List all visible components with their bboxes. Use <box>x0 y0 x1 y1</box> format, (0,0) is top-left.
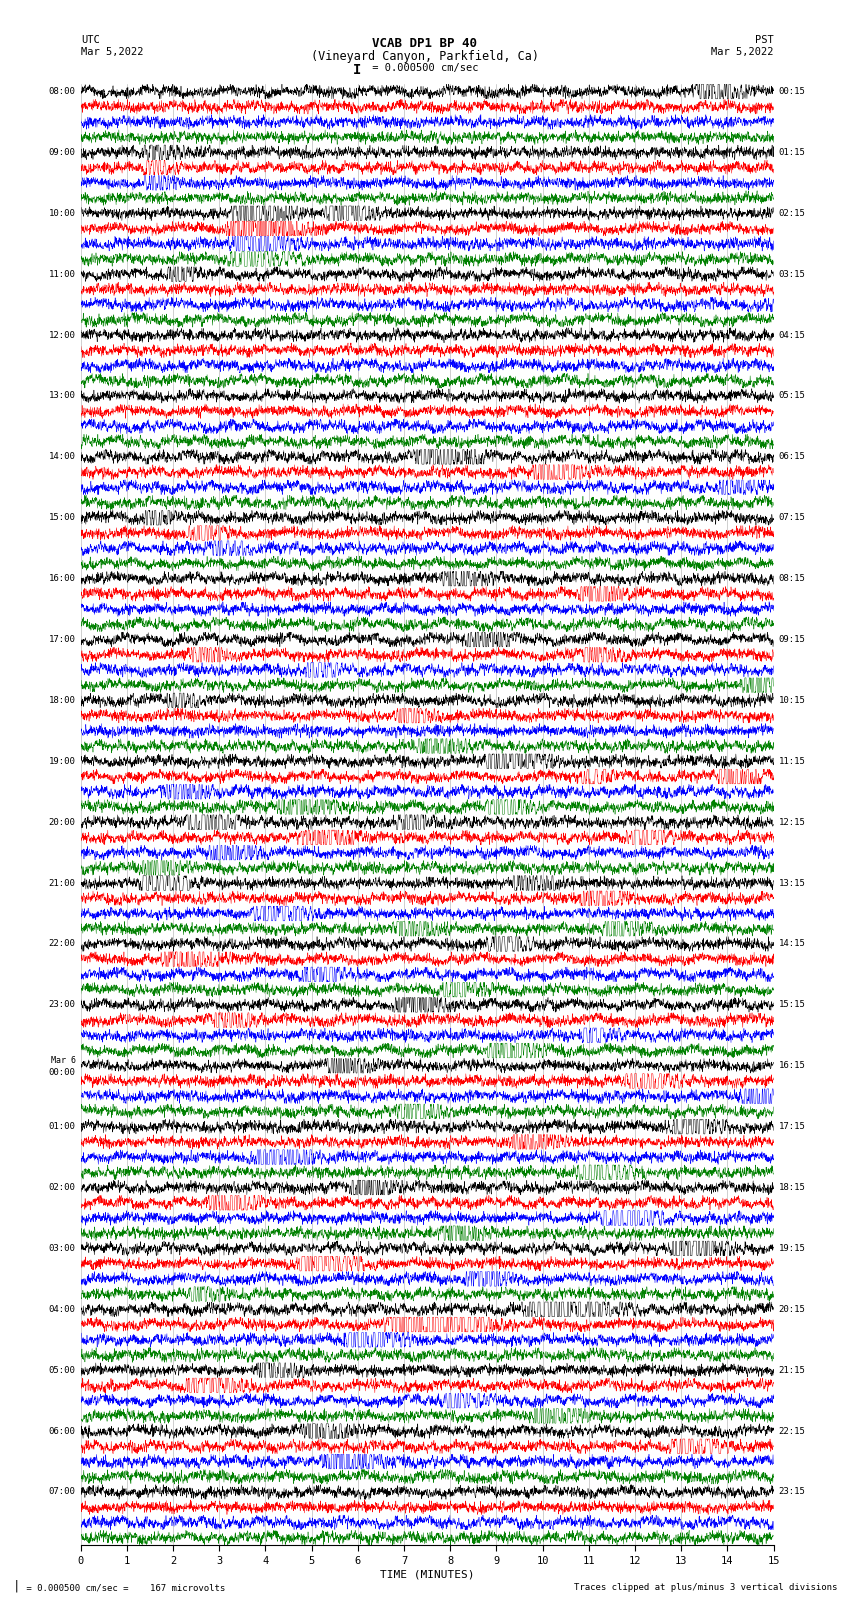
Text: 18:00: 18:00 <box>48 695 76 705</box>
Text: 01:00: 01:00 <box>48 1123 76 1131</box>
Text: 09:15: 09:15 <box>779 636 806 644</box>
Text: 13:00: 13:00 <box>48 392 76 400</box>
Text: 23:00: 23:00 <box>48 1000 76 1010</box>
Text: 16:15: 16:15 <box>779 1061 806 1071</box>
Text: = 0.000500 cm/sec =    167 microvolts: = 0.000500 cm/sec = 167 microvolts <box>21 1582 225 1592</box>
Text: 21:00: 21:00 <box>48 879 76 887</box>
Text: 11:15: 11:15 <box>779 756 806 766</box>
Text: I: I <box>353 63 361 77</box>
Text: 07:00: 07:00 <box>48 1487 76 1497</box>
Text: 12:00: 12:00 <box>48 331 76 340</box>
Text: 19:15: 19:15 <box>779 1244 806 1253</box>
Text: 00:00: 00:00 <box>48 1068 76 1077</box>
Text: 18:15: 18:15 <box>779 1182 806 1192</box>
Text: |: | <box>13 1579 20 1592</box>
Text: 11:00: 11:00 <box>48 269 76 279</box>
Text: 05:15: 05:15 <box>779 392 806 400</box>
Text: 22:15: 22:15 <box>779 1426 806 1436</box>
Text: 08:15: 08:15 <box>779 574 806 584</box>
Text: 04:00: 04:00 <box>48 1305 76 1315</box>
Text: PST: PST <box>755 35 774 45</box>
Text: = 0.000500 cm/sec: = 0.000500 cm/sec <box>366 63 478 73</box>
Text: 06:15: 06:15 <box>779 452 806 461</box>
Text: 10:15: 10:15 <box>779 695 806 705</box>
Text: 08:00: 08:00 <box>48 87 76 97</box>
Text: Mar 5,2022: Mar 5,2022 <box>711 47 774 56</box>
Text: 15:15: 15:15 <box>779 1000 806 1010</box>
Text: 15:00: 15:00 <box>48 513 76 523</box>
Text: Mar 6: Mar 6 <box>51 1057 76 1066</box>
Text: (Vineyard Canyon, Parkfield, Ca): (Vineyard Canyon, Parkfield, Ca) <box>311 50 539 63</box>
Text: 16:00: 16:00 <box>48 574 76 584</box>
Text: 09:00: 09:00 <box>48 148 76 156</box>
Text: 22:00: 22:00 <box>48 939 76 948</box>
Text: 02:15: 02:15 <box>779 208 806 218</box>
Text: UTC: UTC <box>81 35 99 45</box>
Text: 20:00: 20:00 <box>48 818 76 827</box>
Text: 03:15: 03:15 <box>779 269 806 279</box>
Text: VCAB DP1 BP 40: VCAB DP1 BP 40 <box>372 37 478 50</box>
Text: 21:15: 21:15 <box>779 1366 806 1374</box>
Text: 20:15: 20:15 <box>779 1305 806 1315</box>
Text: 19:00: 19:00 <box>48 756 76 766</box>
Text: 02:00: 02:00 <box>48 1182 76 1192</box>
Text: 13:15: 13:15 <box>779 879 806 887</box>
Text: 00:15: 00:15 <box>779 87 806 97</box>
Text: Mar 5,2022: Mar 5,2022 <box>81 47 144 56</box>
Text: Traces clipped at plus/minus 3 vertical divisions: Traces clipped at plus/minus 3 vertical … <box>574 1582 837 1592</box>
Text: 10:00: 10:00 <box>48 208 76 218</box>
X-axis label: TIME (MINUTES): TIME (MINUTES) <box>380 1569 474 1579</box>
Text: 14:00: 14:00 <box>48 452 76 461</box>
Text: 06:00: 06:00 <box>48 1426 76 1436</box>
Text: 17:00: 17:00 <box>48 636 76 644</box>
Text: 12:15: 12:15 <box>779 818 806 827</box>
Text: 17:15: 17:15 <box>779 1123 806 1131</box>
Text: 23:15: 23:15 <box>779 1487 806 1497</box>
Text: 07:15: 07:15 <box>779 513 806 523</box>
Text: 01:15: 01:15 <box>779 148 806 156</box>
Text: 05:00: 05:00 <box>48 1366 76 1374</box>
Text: 03:00: 03:00 <box>48 1244 76 1253</box>
Text: 04:15: 04:15 <box>779 331 806 340</box>
Text: 14:15: 14:15 <box>779 939 806 948</box>
